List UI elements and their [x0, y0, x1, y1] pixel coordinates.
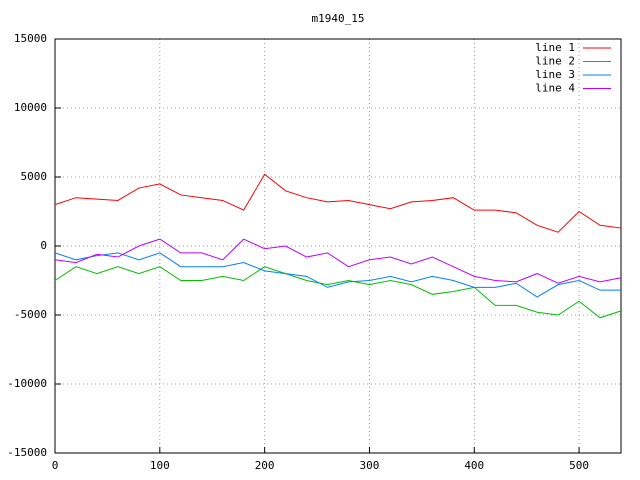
plot-frame: [54, 38, 622, 454]
series-line: [54, 173, 622, 233]
x-tick-label: 100: [150, 459, 170, 472]
y-tick-label: 15000: [14, 32, 47, 45]
legend-label: line 3: [535, 68, 575, 81]
series-line: [54, 238, 622, 284]
x-tick-label: 200: [255, 459, 275, 472]
x-tick-label: 500: [569, 459, 589, 472]
legend-label: line 2: [535, 55, 575, 68]
series-line: [54, 252, 621, 298]
y-tick-label: 10000: [14, 101, 47, 114]
y-tick-label: 5000: [21, 170, 48, 183]
legend-label: line 4: [535, 82, 575, 95]
y-tick-label: -10000: [7, 377, 47, 390]
legend-label: line 1: [535, 41, 575, 54]
y-tick-label: 0: [40, 239, 47, 252]
y-tick-label: -5000: [14, 308, 47, 321]
y-tick-label: -15000: [7, 446, 47, 459]
x-tick-label: 400: [464, 459, 484, 472]
x-tick-label: 300: [360, 459, 380, 472]
chart-title: m1940_15: [312, 12, 365, 25]
x-tick-label: 0: [52, 459, 59, 472]
series-line: [54, 266, 622, 319]
